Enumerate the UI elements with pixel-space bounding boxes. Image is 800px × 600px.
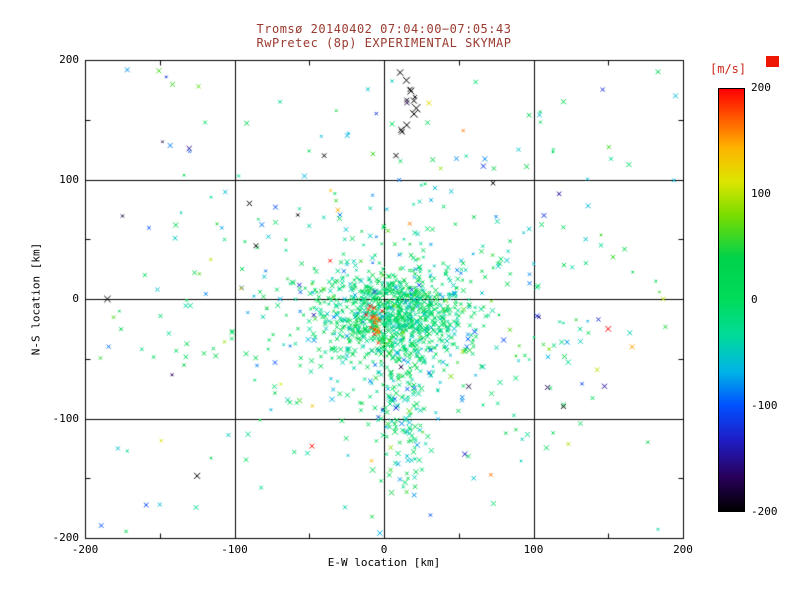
y-tick-label: 0: [72, 292, 79, 305]
plot-title-line1: Tromsø 20140402 07:04:00−07:05:43: [256, 22, 512, 36]
colorbar-max-swatch: [766, 56, 779, 67]
plot-title-line2: RwPretec (8p) EXPERIMENTAL SKYMAP: [256, 36, 512, 50]
x-axis-label: E-W location [km]: [327, 556, 441, 569]
colorbar-tick-label: -200: [751, 505, 778, 518]
x-tick-label: 100: [523, 543, 544, 556]
x-tick-label: -100: [221, 543, 248, 556]
colorbar-tick-label: 0: [751, 293, 758, 306]
y-tick-label: 100: [59, 172, 79, 186]
colorbar-tick-label: 200: [751, 81, 771, 94]
x-tick-label: -200: [71, 543, 99, 556]
y-tick-label: 200: [59, 53, 79, 66]
colorbar-tick-label: -100: [751, 399, 778, 412]
colorbar-units-label: [m/s]: [710, 62, 747, 76]
x-tick-label: 0: [380, 543, 388, 556]
y-tick-label: -200: [52, 531, 80, 544]
colorbar-gradient: [718, 88, 745, 512]
colorbar-tick-label: 100: [751, 187, 771, 200]
x-tick-label: 200: [673, 543, 693, 556]
y-tick-label: -100: [52, 411, 80, 425]
